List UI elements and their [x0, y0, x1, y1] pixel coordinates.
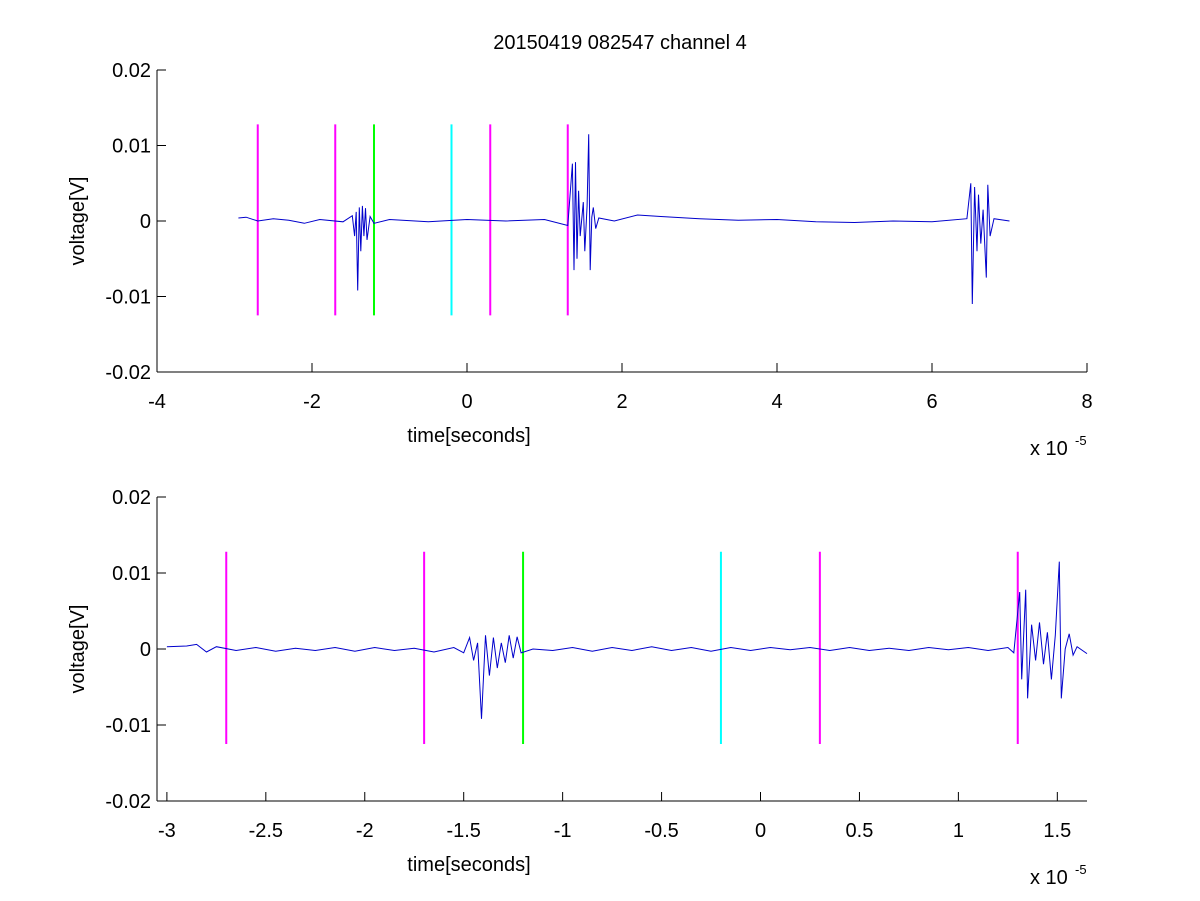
- x-tick-label: -1: [554, 820, 572, 842]
- x-tick-label: 1: [953, 820, 964, 842]
- y-axis-label: voltage[V]: [67, 605, 89, 694]
- x-tick-label: -0.5: [644, 820, 678, 842]
- signal-series-line: [238, 134, 1010, 305]
- x-tick-label: -2.5: [249, 820, 283, 842]
- y-tick-label: 0.01: [112, 563, 151, 585]
- x-tick-label: 8: [1081, 391, 1092, 413]
- x-exponent-label: x 10: [1030, 867, 1068, 889]
- y-tick-label: 0.02: [112, 60, 151, 82]
- x-tick-label: 0.5: [846, 820, 874, 842]
- x-axis-label: time[seconds]: [407, 854, 530, 876]
- x-tick-label: -3: [158, 820, 176, 842]
- x-exponent-label: x 10: [1030, 438, 1068, 460]
- y-tick-label: 0: [140, 639, 151, 661]
- x-tick-label: -4: [148, 391, 166, 413]
- x-tick-label: 6: [926, 391, 937, 413]
- y-axis-label: voltage[V]: [67, 177, 89, 266]
- x-tick-label: 2: [616, 391, 627, 413]
- plot-top: 0.02 0.01 0 -0.01 -0.02 -4 -2 0 2 4 6 8 time[seconds…: [67, 60, 1093, 460]
- y-tick-label: -0.01: [105, 287, 151, 309]
- y-tick-label: -0.02: [105, 362, 151, 384]
- signal-series-line: [166, 561, 1088, 719]
- x-exponent-power: -5: [1075, 862, 1087, 877]
- x-tick-label: 0: [461, 391, 472, 413]
- x-tick-label: -2: [356, 820, 374, 842]
- plot-bottom: 0.02 0.01 0 -0.01 -0.02 -3 -2.5 -2 -1.5 -1 -0.5 0 0.…: [67, 487, 1088, 889]
- x-tick-label: 0: [755, 820, 766, 842]
- y-tick-label: 0.01: [112, 136, 151, 158]
- x-tick-label: -1.5: [446, 820, 480, 842]
- y-tick-label: -0.02: [105, 791, 151, 813]
- x-tick-label: -2: [303, 391, 321, 413]
- y-tick-label: 0: [140, 211, 151, 233]
- x-tick-label: 4: [771, 391, 782, 413]
- y-tick-label: 0.02: [112, 487, 151, 509]
- x-exponent-power: -5: [1075, 433, 1087, 448]
- x-tick-label: 1.5: [1043, 820, 1071, 842]
- y-tick-label: -0.01: [105, 715, 151, 737]
- x-axis-label: time[seconds]: [407, 425, 530, 447]
- chart-title: 20150419 082547 channel 4: [493, 32, 747, 54]
